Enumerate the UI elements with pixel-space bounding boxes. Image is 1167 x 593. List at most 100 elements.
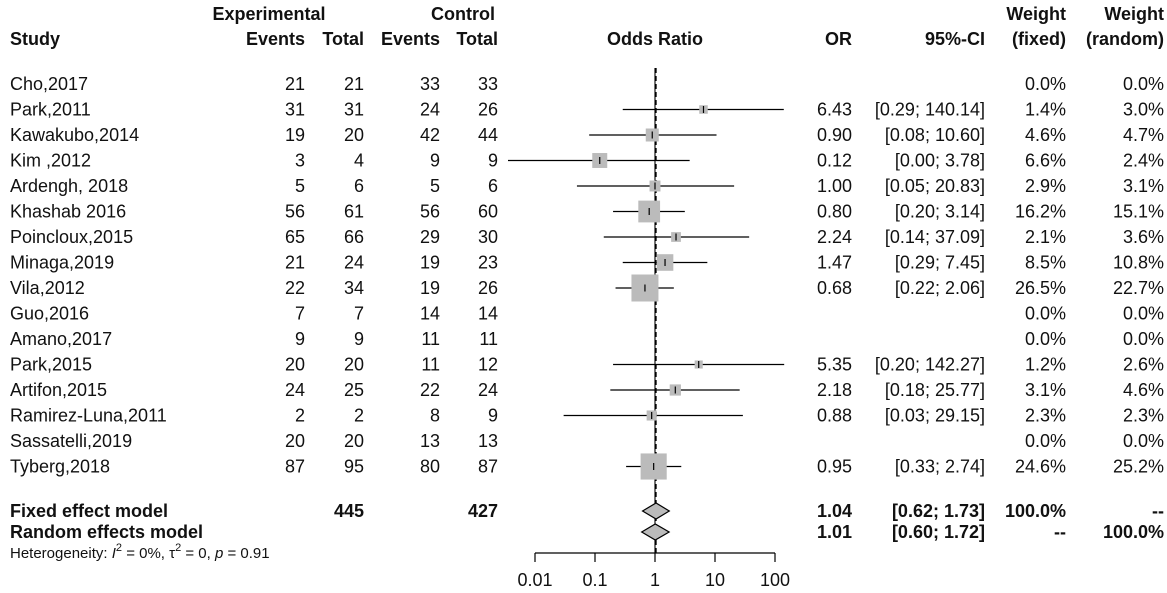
summary-ci: [0.60; 1.72] — [892, 522, 985, 542]
exp-events: 22 — [285, 278, 305, 298]
study-name: Minaga,2019 — [10, 253, 114, 273]
ctrl-total: 33 — [478, 74, 498, 94]
exp-events: 56 — [285, 202, 305, 222]
heterogeneity-p-symbol: p — [214, 545, 223, 562]
x-tick-label: 0.01 — [517, 570, 552, 590]
ci-value: [0.20; 142.27] — [875, 355, 985, 375]
heterogeneity-p-value: = 0.91 — [223, 545, 269, 562]
study-name: Poincloux,2015 — [10, 227, 133, 247]
weight-fixed: 8.5% — [1025, 253, 1066, 273]
study-rows: Cho,2017 21 21 33 33 0.0% 0.0%Park,2011 31 31 24 2… — [10, 74, 1164, 542]
weight-random: 22.7% — [1113, 278, 1164, 298]
ctrl-total: 87 — [478, 457, 498, 477]
summary-name: Random effects model — [10, 522, 203, 542]
summary-name: Fixed effect model — [10, 501, 168, 521]
exp-total: 9 — [354, 329, 364, 349]
study-name: Park,2015 — [10, 355, 92, 375]
weight-random: 0.0% — [1123, 304, 1164, 324]
ctrl-events: 11 — [421, 355, 440, 375]
header-or: OR — [825, 29, 852, 49]
header-control: Control — [431, 4, 495, 24]
study-name: Amano,2017 — [10, 329, 112, 349]
heterogeneity-tau-value: = 0, — [181, 545, 215, 562]
weight-fixed: 0.0% — [1025, 304, 1066, 324]
header-random: (random) — [1086, 29, 1164, 49]
exp-total: 61 — [344, 202, 364, 222]
exp-total: 66 — [344, 227, 364, 247]
weight-fixed: 24.6% — [1015, 457, 1066, 477]
table-row: Artifon,2015 24 25 22 24 2.18 [0.18; 25.77] 3.1… — [10, 380, 1164, 400]
ci-value: [0.33; 2.74] — [895, 457, 985, 477]
exp-total: 31 — [344, 100, 364, 120]
summary-weight-random: -- — [1152, 501, 1164, 521]
table-row: Guo,2016 7 7 14 14 0.0% 0.0% — [10, 304, 1164, 324]
weight-fixed: 0.0% — [1025, 329, 1066, 349]
exp-events: 21 — [285, 74, 305, 94]
ctrl-total: 9 — [488, 151, 498, 171]
header-odds-ratio: Odds Ratio — [607, 29, 703, 49]
table-row: Park,2011 31 31 24 26 6.43 [0.29; 140.14] 1.4% 3… — [10, 100, 1164, 120]
ctrl-events: 22 — [420, 380, 440, 400]
weight-random: 4.7% — [1123, 125, 1164, 145]
table-header: Study Experimental Control Events Total … — [10, 4, 1164, 49]
ci-value: [0.05; 20.83] — [885, 176, 985, 196]
weight-random: 3.1% — [1123, 176, 1164, 196]
ctrl-events: 42 — [420, 125, 440, 145]
summary-weight-random: 100.0% — [1103, 522, 1164, 542]
or-value: 0.12 — [817, 151, 852, 171]
table-row: Kawakubo,2014 19 20 42 44 0.90 [0.08; 10.60] 4.… — [10, 125, 1164, 145]
weight-fixed: 1.4% — [1025, 100, 1066, 120]
weight-fixed: 3.1% — [1025, 380, 1066, 400]
ctrl-events: 8 — [430, 406, 440, 426]
exp-events: 5 — [295, 176, 305, 196]
or-value: 5.35 — [817, 355, 852, 375]
heterogeneity-prefix: Heterogeneity: — [10, 545, 112, 562]
weight-random: 2.3% — [1123, 406, 1164, 426]
weight-fixed: 4.6% — [1025, 125, 1066, 145]
weight-fixed: 0.0% — [1025, 431, 1066, 451]
heterogeneity-i-value: = 0%, — [122, 545, 169, 562]
table-row: Cho,2017 21 21 33 33 0.0% 0.0% — [10, 74, 1164, 94]
weight-random: 2.4% — [1123, 151, 1164, 171]
table-row: Sassatelli,2019 20 20 13 13 0.0% 0.0% — [10, 431, 1164, 451]
header-exp-events: Events — [246, 29, 305, 49]
study-name: Cho,2017 — [10, 74, 88, 94]
ctrl-events: 33 — [420, 74, 440, 94]
ctrl-events: 14 — [420, 304, 440, 324]
table-row: Ramirez-Luna,2011 2 2 8 9 0.88 [0.03; 29.15] 2.… — [10, 406, 1164, 426]
heterogeneity-tau-sup: 2 — [175, 542, 181, 554]
header-weight-random: Weight — [1104, 4, 1164, 24]
ctrl-events: 5 — [430, 176, 440, 196]
weight-random: 15.1% — [1113, 202, 1164, 222]
exp-events: 21 — [285, 253, 305, 273]
table-row: Tyberg,2018 87 95 80 87 0.95 [0.33; 2.74] 24.6%… — [10, 457, 1164, 477]
table-row: Amano,2017 9 9 11 11 0.0% 0.0% — [10, 329, 1164, 349]
heterogeneity-tau-symbol: τ — [169, 545, 175, 562]
or-value: 0.88 — [817, 406, 852, 426]
or-value: 2.18 — [817, 380, 852, 400]
study-name: Khashab 2016 — [10, 202, 126, 222]
x-tick-label: 1 — [650, 570, 660, 590]
or-value: 2.24 — [817, 227, 852, 247]
summary-ctrl-total: 427 — [468, 501, 498, 521]
table-row: Khashab 2016 56 61 56 60 0.80 [0.20; 3.14] 16.2… — [10, 202, 1164, 222]
summary-row: Random effects model 1.01 [0.60; 1.72] -- 10… — [10, 522, 1164, 542]
or-value: 1.00 — [817, 176, 852, 196]
summary-or: 1.04 — [817, 501, 852, 521]
table-row: Vila,2012 22 34 19 26 0.68 [0.22; 2.06] 26.5% 22… — [10, 278, 1164, 298]
heterogeneity-note: Heterogeneity: I2 = 0%, τ2 = 0, p = 0.91 — [10, 542, 270, 562]
weight-fixed: 1.2% — [1025, 355, 1066, 375]
exp-total: 6 — [354, 176, 364, 196]
table-row: Poincloux,2015 65 66 29 30 2.24 [0.14; 37.09] 2… — [10, 227, 1164, 247]
heterogeneity-i-symbol: I — [112, 545, 116, 562]
table-row: Ardengh, 2018 5 6 5 6 1.00 [0.05; 20.83] 2.9% 3.… — [10, 176, 1164, 196]
study-name: Tyberg,2018 — [10, 457, 110, 477]
weight-fixed: 2.9% — [1025, 176, 1066, 196]
summary-weight-fixed: -- — [1054, 522, 1066, 542]
summary-row: Fixed effect model 445 427 1.04 [0.62; 1.73]… — [10, 501, 1164, 521]
ctrl-events: 24 — [420, 100, 440, 120]
study-name: Kim ,2012 — [10, 151, 91, 171]
ctrl-total: 23 — [478, 253, 498, 273]
or-value: 0.95 — [817, 457, 852, 477]
